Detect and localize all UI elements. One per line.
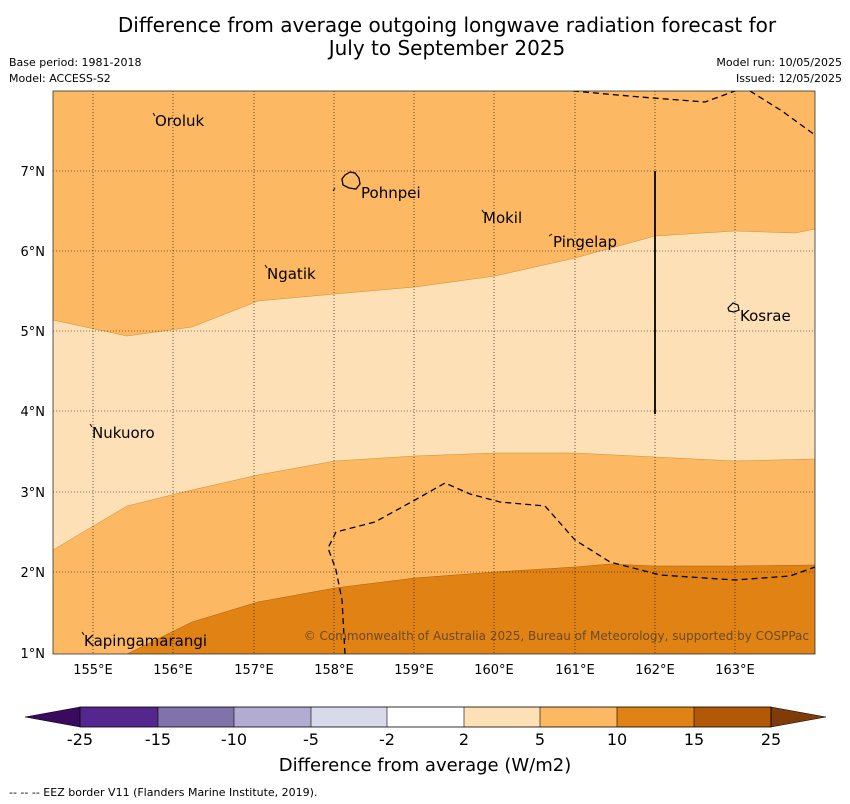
lon-tick: 158°E [314, 663, 354, 678]
label-oroluk: Oroluk [155, 112, 204, 130]
base-period: Base period: 1981-2018 [9, 56, 142, 69]
pohnpei-island-icon [341, 171, 361, 190]
lon-tick: 157°E [234, 663, 274, 678]
colorbar [24, 706, 827, 728]
label-nukuoro: Nukuoro [92, 424, 155, 442]
label-mokil: Mokil [483, 209, 522, 227]
colorbar-tick-label: 2 [458, 730, 470, 749]
colorbar-segment [464, 707, 540, 727]
meta-left: Base period: 1981-2018 Model: ACCESS-S2 [9, 55, 141, 87]
title-line-1: Difference from average outgoing longwav… [117, 13, 777, 37]
model-name: Model: ACCESS-S2 [9, 72, 111, 85]
label-pohnpei: Pohnpei [361, 184, 421, 202]
lat-tick: 3°N [21, 486, 46, 501]
map-title: Difference from average outgoing longwav… [0, 14, 850, 60]
colorbar-tick-label: 10 [606, 730, 628, 749]
eez-border [327, 91, 815, 654]
atoll-marks [81, 112, 553, 636]
colorbar-segment [311, 707, 387, 727]
colorbar-tick-label: -25 [66, 730, 94, 749]
label-pingelap: Pingelap [553, 233, 617, 251]
colorbar-dividers [157, 707, 695, 727]
lon-tick: 156°E [153, 663, 193, 678]
colorbar-outline [79, 706, 772, 728]
colorbar-tick-label: 5 [534, 730, 546, 749]
title-line-2: July to September 2025 [328, 36, 566, 60]
colorbar-tick-label: 25 [760, 730, 782, 749]
colorbar-segment [694, 707, 771, 727]
lon-tick: 163°E [715, 663, 755, 678]
kosrae-island-icon [727, 302, 740, 313]
map-frame [52, 90, 816, 655]
label-kapingamarangi: Kapingamarangi [84, 632, 207, 650]
colorbar-tick-label: -10 [220, 730, 248, 749]
colorbar-title: Difference from average (W/m2) [278, 755, 572, 776]
islet-mark [332, 187, 336, 192]
lon-tick: 162°E [635, 663, 675, 678]
lat-tick: 6°N [21, 245, 46, 260]
colorbar-extend-high [770, 706, 827, 728]
issued-date: Issued: 12/05/2025 [735, 72, 842, 85]
map-area [53, 91, 815, 654]
label-kosrae: Kosrae [740, 307, 791, 325]
lon-tick: 160°E [474, 663, 514, 678]
copyright-text: © Commonwealth of Australia 2025, Bureau… [304, 629, 809, 643]
band-10-15 [126, 563, 815, 654]
meta-right: Model run: 10/05/2025 Issued: 12/05/2025 [716, 55, 842, 87]
lat-tick: 1°N [21, 647, 46, 662]
colorbar-tick-label: -5 [303, 730, 319, 749]
lon-tick: 161°E [555, 663, 595, 678]
colorbar-tick-label: -2 [379, 730, 395, 749]
lat-tick: 7°N [21, 165, 46, 180]
model-run: Model run: 10/05/2025 [716, 56, 842, 69]
eez-source-note: -- -- -- EEZ border V11 (Flanders Marine… [9, 786, 318, 799]
place-labels: Oroluk Pohnpei Mokil Pingelap Ngatik Kos… [84, 112, 791, 650]
lon-tick: 155°E [73, 663, 113, 678]
lat-tick: 5°N [21, 325, 46, 340]
colorbar-segment [234, 707, 311, 727]
lon-axis: 155°E 156°E 157°E 158°E 159°E 160°E 161°… [73, 663, 755, 678]
colorbar-segment [80, 707, 158, 727]
lat-tick: 4°N [21, 405, 46, 420]
lat-axis: 7°N 6°N 5°N 4°N 3°N 2°N 1°N [21, 165, 46, 662]
colorbar-segment [617, 707, 694, 727]
colorbar-segment [540, 707, 617, 727]
lat-tick: 2°N [21, 566, 46, 581]
colorbar-extend-low [24, 706, 81, 728]
colorbar-segment [387, 707, 464, 727]
graticule [53, 91, 815, 654]
band-2-5 [53, 228, 815, 551]
colorbar-segment [158, 707, 234, 727]
colorbar-tick-label: -15 [144, 730, 172, 749]
label-ngatik: Ngatik [267, 265, 316, 283]
colorbar-tick-label: 15 [683, 730, 705, 749]
lon-tick: 159°E [394, 663, 434, 678]
